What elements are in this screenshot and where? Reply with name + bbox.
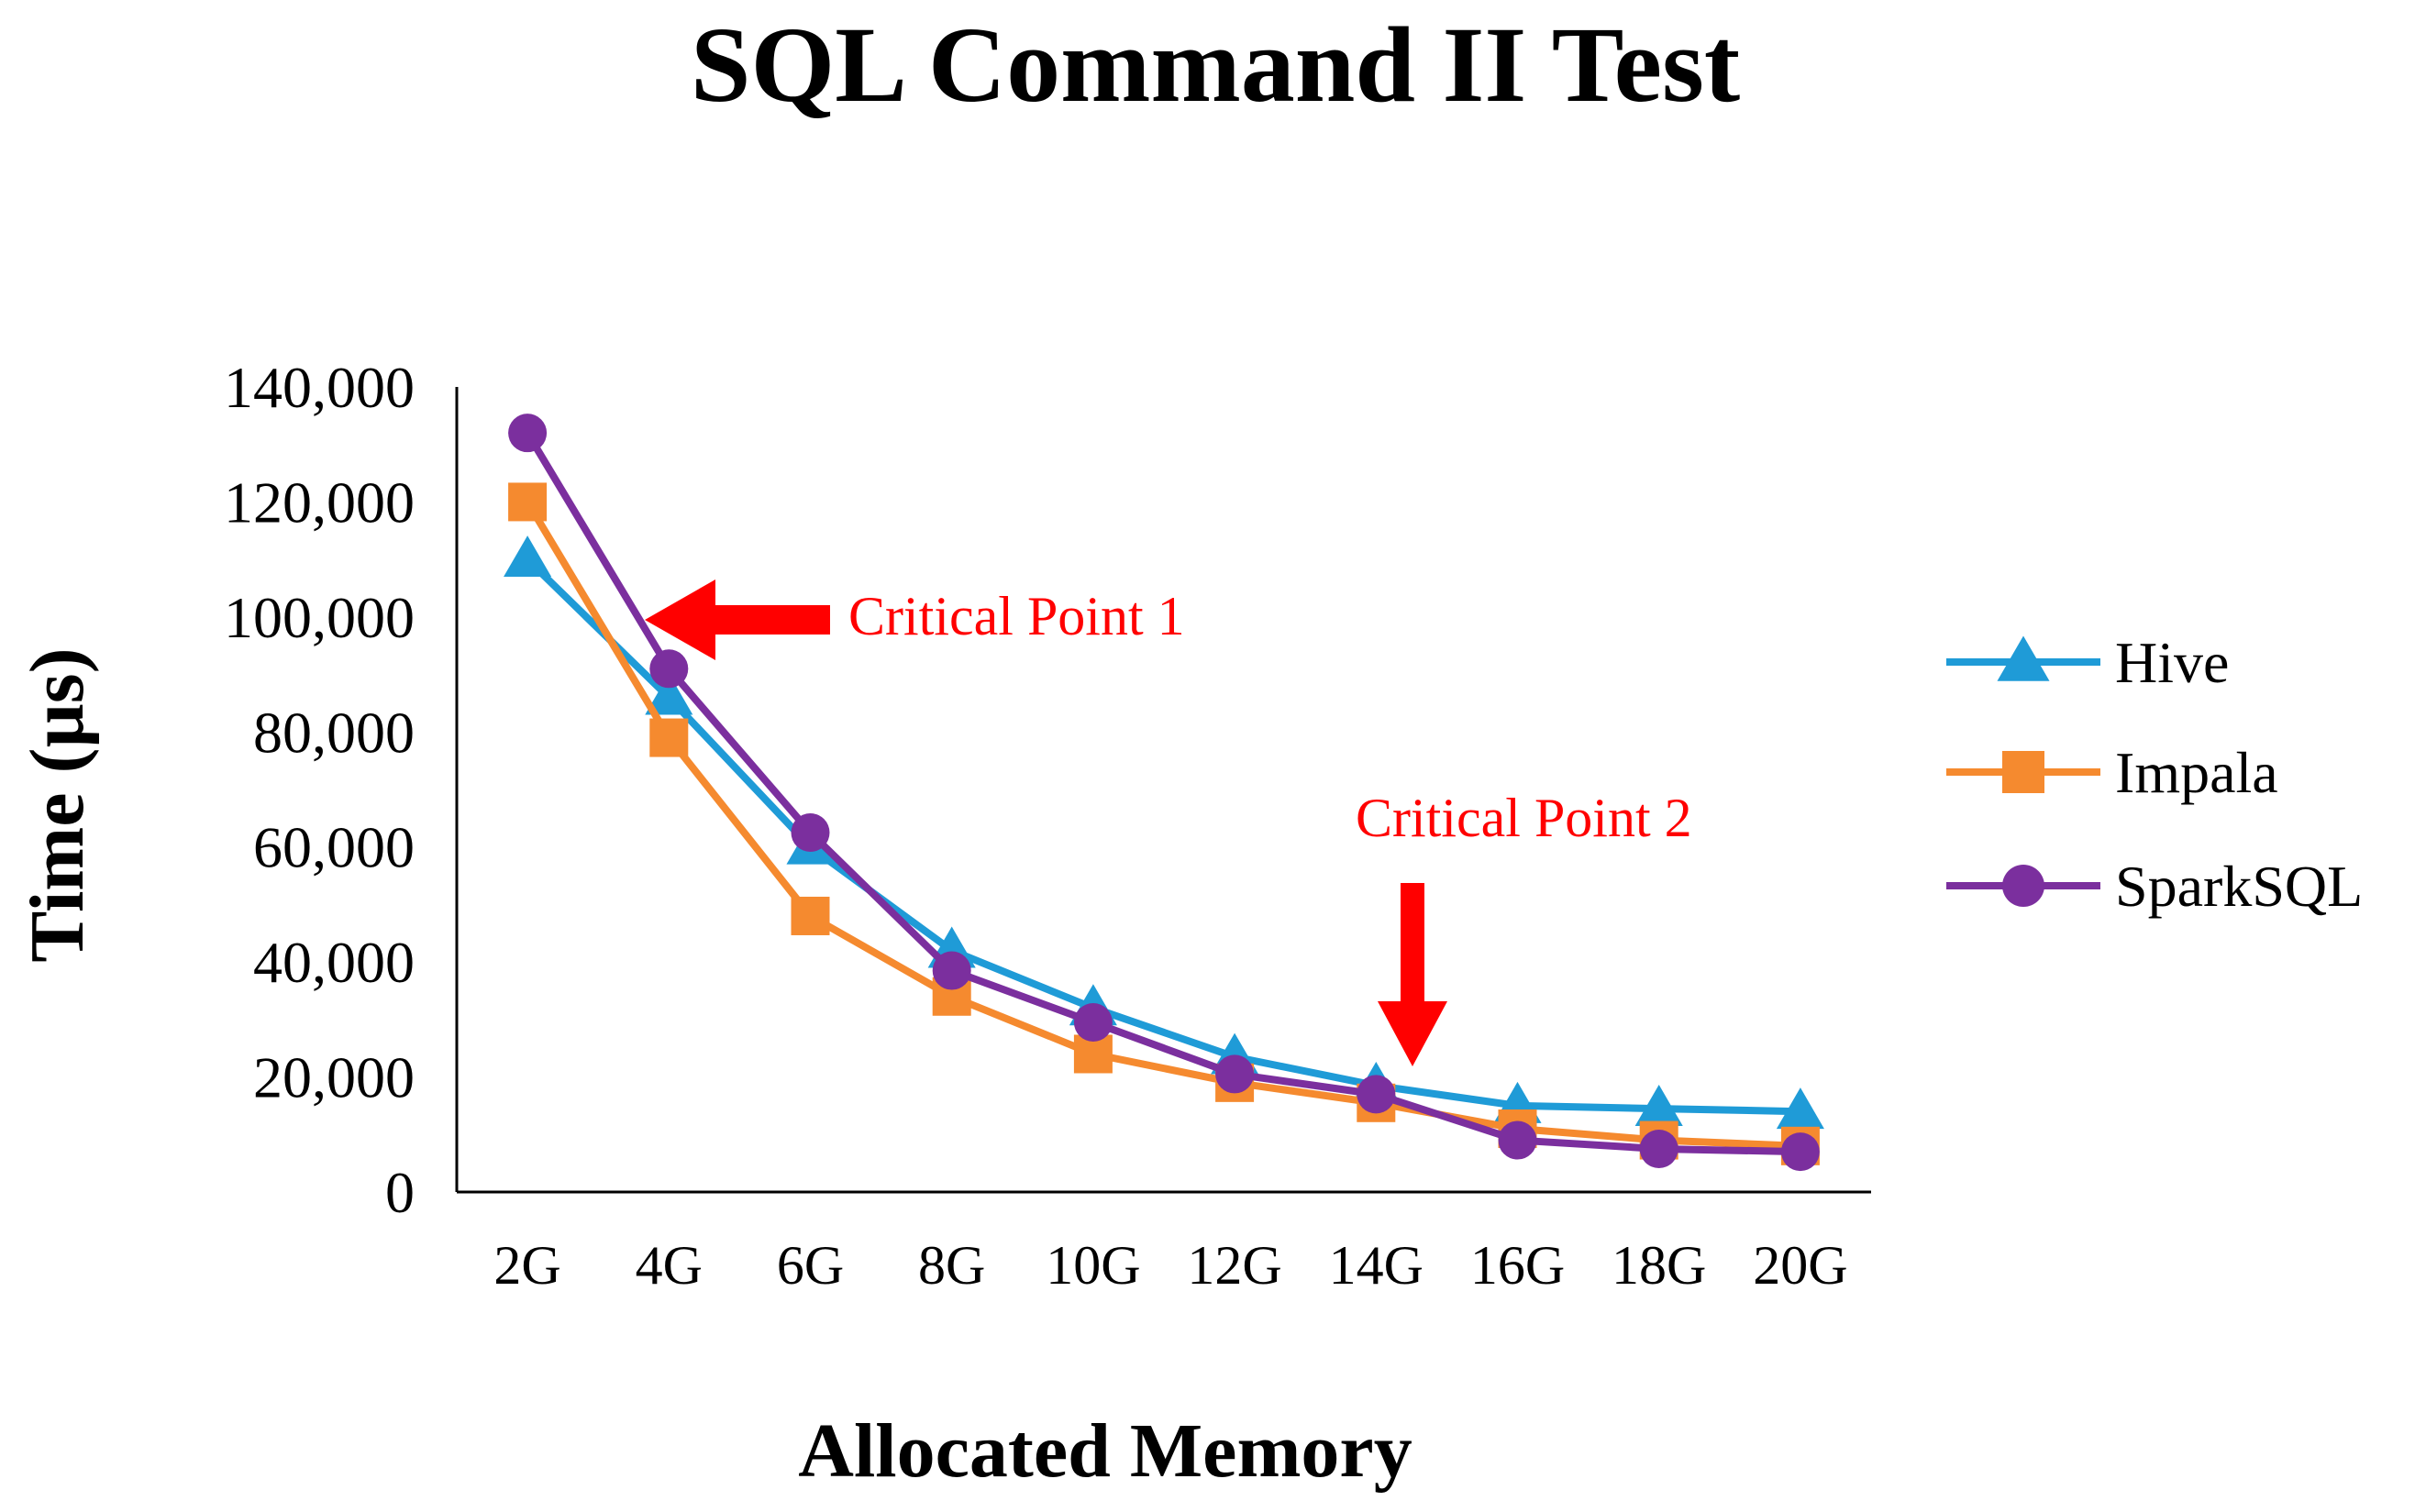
legend: Hive Impala SparkSQL <box>1946 630 2363 919</box>
series-line-sparksql <box>524 431 1800 1156</box>
down-arrow-icon <box>1378 883 1447 1066</box>
left-arrow-shape <box>645 579 830 660</box>
y-tick-label: 40,000 <box>253 930 415 995</box>
series-line-impala <box>524 500 1801 1150</box>
data-point-impala <box>791 896 830 935</box>
data-point-sparksql <box>791 813 830 853</box>
data-point-sparksql <box>1639 1129 1678 1168</box>
legend-label-hive: Hive <box>2115 630 2229 695</box>
x-tick-label: 14G <box>1329 1235 1423 1296</box>
data-point-hive <box>504 535 552 578</box>
legend-label-impala: Impala <box>2115 740 2278 805</box>
plot-area: 0 20,000 40,000 60,000 80,000 100,000 120,000 1… <box>224 355 1871 1296</box>
x-tick-label: 18G <box>1612 1235 1706 1296</box>
x-axis-label: Allocated Memory <box>798 1408 1412 1494</box>
data-point-hive <box>645 673 693 715</box>
annotation-1-label: Critical Point 1 <box>848 586 1185 646</box>
x-tick-label: 16G <box>1470 1235 1565 1296</box>
legend-label-sparksql: SparkSQL <box>2115 854 2363 919</box>
y-tick-label: 120,000 <box>224 469 415 535</box>
y-tick-label: 140,000 <box>224 355 415 420</box>
chart-title: SQL Command II Test <box>691 5 1740 125</box>
y-tick-label: 100,000 <box>224 585 415 650</box>
data-point-sparksql <box>1780 1132 1820 1172</box>
data-point-sparksql <box>1215 1054 1255 1094</box>
x-tick-label: 4G <box>636 1235 703 1296</box>
y-tick-label: 20,000 <box>253 1045 415 1110</box>
x-tick-label: 2G <box>493 1235 560 1296</box>
legend-marker-sparksql <box>2002 865 2044 907</box>
x-tick-label: 12G <box>1187 1235 1281 1296</box>
down-arrow-shape <box>1378 883 1447 1066</box>
y-tick-label: 80,000 <box>253 700 415 765</box>
legend-marker-impala <box>2002 751 2044 793</box>
annotation-2-label: Critical Point 2 <box>1356 788 1692 848</box>
y-axis-label: Time (µs) <box>15 647 100 962</box>
x-tick-label: 6G <box>777 1235 844 1296</box>
data-point-sparksql <box>649 649 689 689</box>
data-point-sparksql <box>932 951 971 990</box>
annotation-2: Critical Point 2 <box>1356 788 1692 1066</box>
data-point-sparksql <box>1073 1002 1113 1042</box>
y-tick-label: 60,000 <box>253 815 415 880</box>
x-tick-label: 10G <box>1046 1235 1140 1296</box>
data-point-hive <box>1776 1087 1824 1130</box>
data-point-impala <box>649 718 689 757</box>
x-tick-label: 8G <box>918 1235 985 1296</box>
data-point-sparksql <box>1357 1075 1396 1114</box>
legend-marker-hive <box>1997 635 2050 681</box>
x-tick-label: 20G <box>1753 1235 1847 1296</box>
series-line-hive <box>525 557 1800 1116</box>
left-arrow-icon <box>645 579 830 660</box>
data-point-sparksql <box>1498 1120 1537 1160</box>
data-point-hive <box>1634 1085 1683 1126</box>
y-tick-label: 0 <box>385 1160 415 1225</box>
data-point-impala <box>508 482 548 522</box>
data-point-sparksql <box>508 414 548 453</box>
annotation-1: Critical Point 1 <box>645 579 1185 660</box>
y-axis-label-group: Time (µs) <box>15 647 100 962</box>
